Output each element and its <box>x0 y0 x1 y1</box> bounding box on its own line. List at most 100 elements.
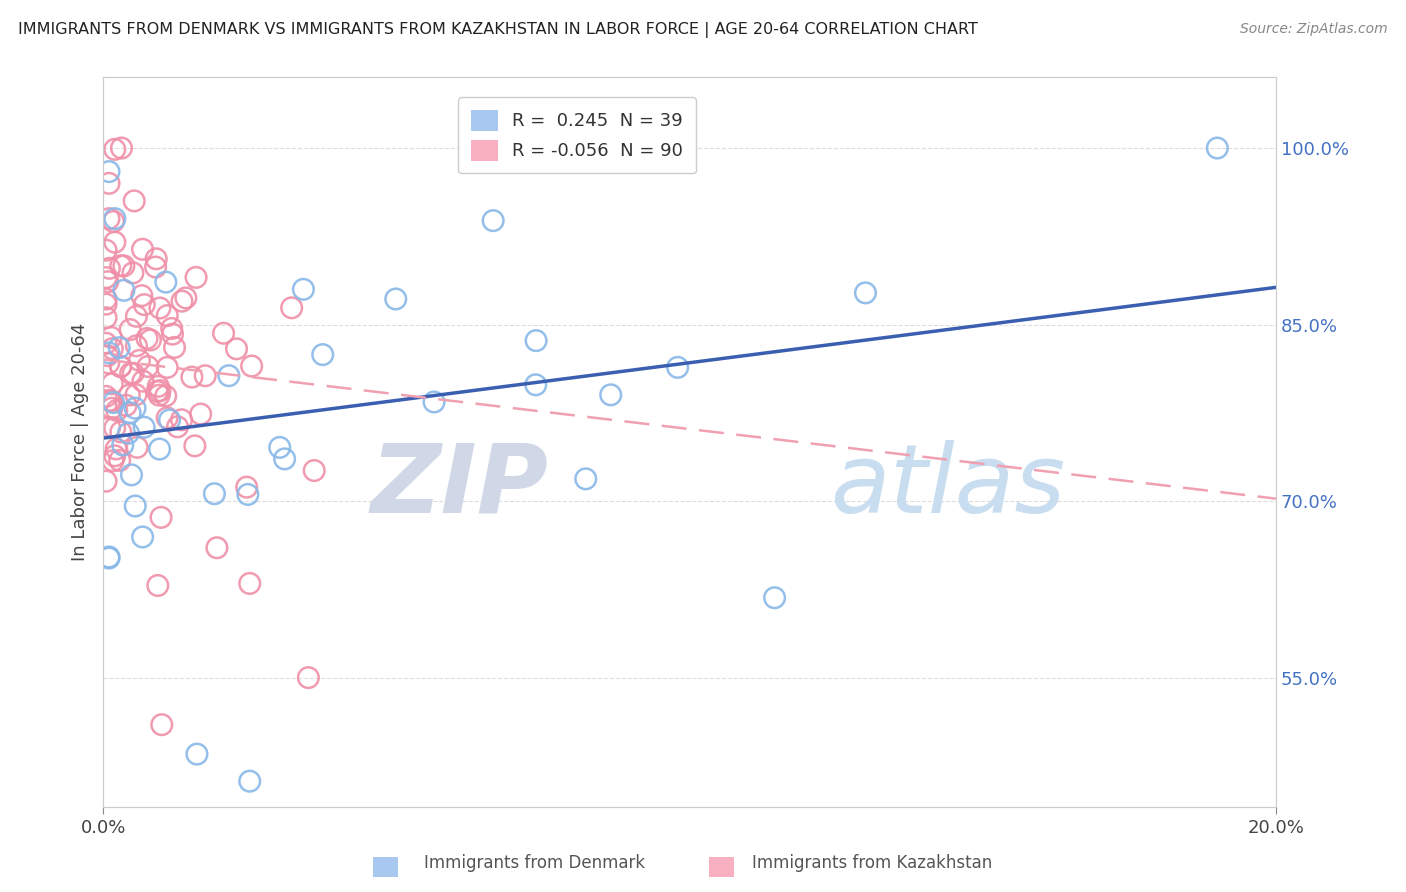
Point <box>139 333 162 347</box>
Point <box>111 438 134 452</box>
Point <box>103 395 125 409</box>
Point <box>763 591 786 605</box>
Point <box>482 213 505 227</box>
Point <box>156 410 179 425</box>
Text: Source: ZipAtlas.com: Source: ZipAtlas.com <box>1240 22 1388 37</box>
Point <box>122 266 145 280</box>
Point <box>292 282 315 296</box>
Point <box>100 401 122 416</box>
Point <box>156 309 179 323</box>
Point <box>122 366 145 380</box>
Point <box>150 717 173 731</box>
Point <box>101 376 124 391</box>
Point <box>118 388 141 402</box>
Y-axis label: In Labor Force | Age 20-64: In Labor Force | Age 20-64 <box>72 323 89 561</box>
Point <box>273 451 295 466</box>
Point <box>159 413 181 427</box>
Point <box>855 285 877 300</box>
Point <box>120 367 142 381</box>
Point <box>131 242 153 256</box>
Text: Immigrants from Kazakhstan: Immigrants from Kazakhstan <box>752 855 991 872</box>
Point <box>190 407 212 421</box>
Text: atlas: atlas <box>831 440 1066 533</box>
Point <box>136 359 159 374</box>
Point <box>131 530 153 544</box>
Point <box>125 388 148 402</box>
Point <box>98 346 121 360</box>
Point <box>202 486 225 500</box>
Point <box>132 374 155 388</box>
Point <box>225 342 247 356</box>
Point <box>98 393 121 408</box>
Point <box>100 394 122 409</box>
Point <box>122 194 145 208</box>
Point <box>115 398 138 412</box>
Text: ZIP: ZIP <box>371 440 548 533</box>
Point <box>218 368 240 383</box>
Point <box>180 370 202 384</box>
Legend: R =  0.245  N = 39, R = -0.056  N = 90: R = 0.245 N = 39, R = -0.056 N = 90 <box>458 97 696 173</box>
Point <box>666 360 689 375</box>
Point <box>269 441 291 455</box>
Point <box>101 342 124 356</box>
Point <box>145 260 167 274</box>
Point <box>156 360 179 375</box>
Point <box>184 270 207 285</box>
Point <box>94 310 117 325</box>
Point <box>101 454 124 468</box>
Point <box>146 384 169 399</box>
Point <box>98 211 121 226</box>
Point <box>120 406 142 420</box>
Point <box>186 747 208 761</box>
Point <box>134 297 156 311</box>
Point <box>297 671 319 685</box>
Point <box>312 348 335 362</box>
Point <box>117 426 139 441</box>
Point <box>423 395 446 409</box>
Point <box>124 499 146 513</box>
Point <box>1206 141 1229 155</box>
Point <box>98 549 121 564</box>
Point <box>280 301 302 315</box>
Point <box>96 349 118 363</box>
Point <box>174 291 197 305</box>
Point <box>162 327 184 342</box>
Point <box>205 541 228 555</box>
Point <box>94 292 117 306</box>
Point <box>127 440 149 454</box>
Point <box>121 467 143 482</box>
Point <box>94 297 117 311</box>
Point <box>166 419 188 434</box>
Point <box>155 275 177 289</box>
Point <box>125 339 148 353</box>
Point <box>120 323 142 337</box>
Point <box>239 774 262 789</box>
Point <box>302 464 325 478</box>
Point <box>149 384 172 398</box>
Point <box>524 334 547 348</box>
Point <box>98 261 121 276</box>
Point <box>524 377 547 392</box>
Point <box>148 379 170 393</box>
Point <box>145 252 167 266</box>
Point <box>105 403 128 417</box>
Point <box>136 331 159 345</box>
Point <box>94 336 117 351</box>
Point <box>134 420 156 434</box>
Point <box>105 442 128 456</box>
Point <box>94 389 117 403</box>
Point <box>131 288 153 302</box>
Text: Immigrants from Denmark: Immigrants from Denmark <box>423 855 645 872</box>
Point <box>125 310 148 324</box>
Point <box>108 453 131 467</box>
Point <box>149 301 172 315</box>
Point <box>98 164 121 178</box>
Point <box>184 439 207 453</box>
Point <box>163 340 186 354</box>
Point <box>94 270 117 285</box>
Point <box>128 353 150 368</box>
Text: IMMIGRANTS FROM DENMARK VS IMMIGRANTS FROM KAZAKHSTAN IN LABOR FORCE | AGE 20-64: IMMIGRANTS FROM DENMARK VS IMMIGRANTS FR… <box>18 22 979 38</box>
Point <box>194 368 217 383</box>
Point <box>212 326 235 341</box>
Point <box>112 259 135 273</box>
